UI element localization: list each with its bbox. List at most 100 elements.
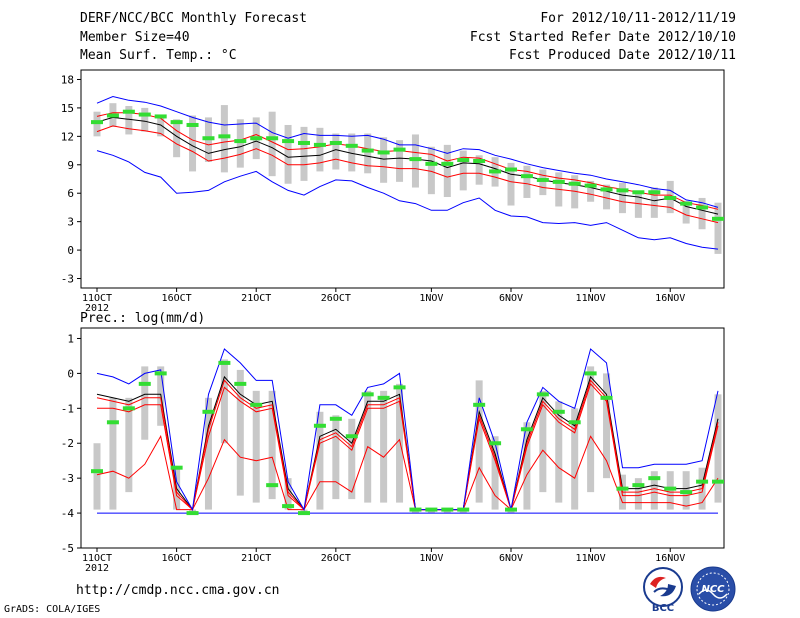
forecast-period: For 2012/10/11-2012/11/19	[540, 11, 736, 26]
observation-marker	[473, 158, 486, 163]
observation-marker	[712, 479, 724, 484]
ensemble-box	[189, 115, 197, 172]
ensemble-box	[714, 202, 722, 254]
x-tick-label: 6NOV	[499, 553, 523, 564]
observation-marker	[122, 406, 135, 411]
series-line-max	[96, 348, 719, 512]
observation-marker	[170, 120, 183, 125]
observation-marker	[425, 507, 438, 512]
ensemble-box	[284, 124, 292, 184]
ensemble-box	[141, 366, 149, 440]
ensemble-box	[109, 397, 117, 510]
ensemble-box	[634, 191, 642, 218]
observation-marker	[377, 150, 390, 155]
x-tick-label: 21OCT	[241, 553, 271, 564]
ensemble-box	[236, 369, 244, 496]
observation-marker	[138, 112, 151, 117]
x-tick-label: 16OCT	[162, 553, 192, 564]
observation-marker	[712, 216, 724, 221]
observation-marker	[202, 136, 215, 141]
observation-marker	[696, 479, 709, 484]
observation-marker	[409, 507, 422, 512]
x-tick-sublabel: 2012	[85, 563, 109, 574]
observation-marker	[632, 483, 645, 488]
ensemble-box	[714, 394, 722, 503]
observation-marker	[250, 136, 263, 141]
bcc-logo-icon: BCC	[643, 567, 683, 614]
chart-title: DERF/NCC/BCC Monthly Forecast	[80, 11, 307, 26]
ensemble-box	[603, 373, 611, 479]
observation-marker	[298, 511, 310, 516]
ensemble-box	[316, 411, 324, 510]
observation-marker	[520, 427, 533, 432]
series-line-lower	[96, 125, 719, 224]
observation-marker	[313, 423, 326, 428]
x-tick-label: 1NOV	[419, 293, 443, 304]
observation-marker	[393, 147, 406, 152]
observation-marker	[425, 161, 438, 166]
x-tick-label: 11NOV	[576, 553, 606, 564]
observation-marker	[680, 201, 693, 206]
observation-marker	[138, 381, 151, 386]
observation-marker	[520, 174, 533, 179]
ensemble-box	[571, 408, 579, 510]
x-tick-label: 11OCT	[82, 293, 112, 304]
observation-marker	[584, 183, 597, 188]
observation-marker	[536, 392, 549, 397]
observation-marker	[234, 381, 247, 386]
ensemble-box	[252, 390, 260, 503]
observation-marker	[202, 409, 215, 414]
ensemble-box	[332, 415, 340, 500]
y-tick-label: 9	[67, 159, 74, 172]
observation-marker	[122, 109, 135, 114]
series-line-mean	[96, 116, 719, 215]
observation-marker	[377, 395, 390, 400]
ensemble-box	[475, 380, 483, 503]
y-tick-label: 1	[67, 332, 74, 345]
y-tick-label: 3	[67, 216, 74, 229]
ensemble-box	[348, 133, 356, 172]
ensemble-box	[475, 155, 483, 185]
observation-marker	[616, 486, 629, 491]
observation-marker	[664, 195, 677, 200]
observation-marker	[106, 113, 119, 118]
variable-label: Mean Surf. Temp.: °C	[80, 48, 237, 63]
x-tick-label: 11NOV	[576, 293, 606, 304]
footer-url[interactable]: http://cmdp.ncc.cma.gov.cn	[76, 583, 280, 598]
y-tick-label: 12	[61, 130, 74, 143]
x-tick-label: 26OCT	[321, 293, 351, 304]
ensemble-box	[300, 126, 308, 181]
ensemble-box	[316, 127, 324, 172]
ensemble-box	[141, 107, 149, 132]
observation-marker	[505, 167, 517, 172]
ensemble-box	[125, 106, 133, 135]
ensemble-box	[491, 436, 499, 510]
observation-marker	[505, 507, 517, 512]
member-size: Member Size=40	[80, 30, 190, 45]
observation-marker	[282, 139, 295, 144]
x-tick-label: 16NOV	[655, 293, 685, 304]
ensemble-box	[268, 390, 276, 500]
observation-marker	[298, 140, 310, 145]
observation-marker	[218, 134, 231, 139]
observation-marker	[489, 441, 502, 446]
ensemble-box	[443, 144, 451, 198]
observation-marker	[91, 469, 103, 474]
observation-marker	[154, 371, 167, 376]
x-tick-label: 6NOV	[499, 293, 523, 304]
observation-marker	[266, 136, 279, 141]
ensemble-box	[618, 182, 626, 214]
ensemble-box	[539, 390, 547, 493]
y-tick-label: 0	[67, 367, 74, 380]
ensemble-box	[348, 418, 356, 500]
x-tick-label: 16NOV	[655, 553, 685, 564]
x-tick-label: 26OCT	[321, 553, 351, 564]
ensemble-box	[682, 200, 690, 224]
observation-marker	[234, 139, 247, 144]
bcc-logo-text: BCC	[652, 603, 674, 614]
y-tick-label: -5	[61, 542, 74, 555]
observation-marker	[266, 483, 279, 488]
ensemble-box	[204, 397, 212, 510]
observation-marker	[361, 392, 374, 397]
